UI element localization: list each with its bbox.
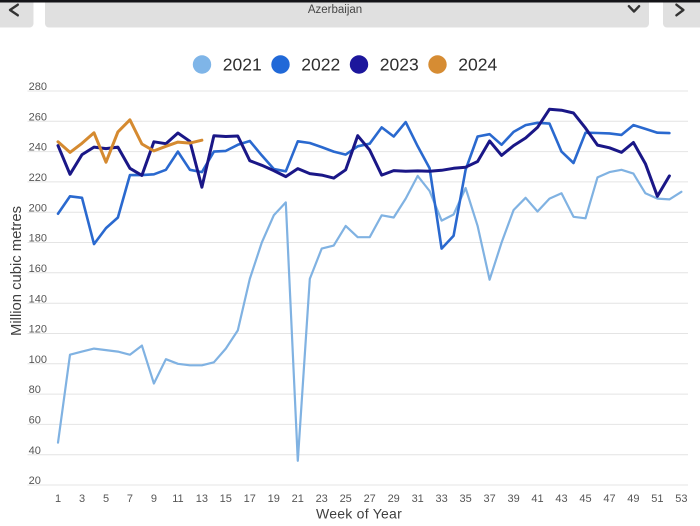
svg-text:27: 27 [364, 493, 376, 505]
svg-text:80: 80 [29, 384, 41, 396]
svg-text:17: 17 [244, 493, 256, 505]
svg-text:39: 39 [507, 493, 519, 505]
svg-text:280: 280 [29, 81, 47, 93]
svg-text:31: 31 [412, 493, 424, 505]
svg-text:43: 43 [555, 493, 567, 505]
svg-text:47: 47 [603, 493, 615, 505]
svg-text:53: 53 [675, 493, 687, 505]
svg-text:260: 260 [29, 111, 47, 123]
svg-text:Week of Year: Week of Year [316, 506, 402, 522]
svg-text:9: 9 [151, 493, 157, 505]
svg-text:33: 33 [435, 493, 447, 505]
svg-text:Million cubic metres: Million cubic metres [9, 206, 25, 336]
svg-text:220: 220 [29, 172, 47, 184]
svg-text:25: 25 [340, 493, 352, 505]
svg-text:140: 140 [29, 293, 47, 305]
svg-text:60: 60 [29, 415, 41, 427]
svg-text:37: 37 [483, 493, 495, 505]
svg-text:3: 3 [79, 493, 85, 505]
svg-text:41: 41 [531, 493, 543, 505]
svg-text:240: 240 [29, 142, 47, 154]
svg-text:7: 7 [127, 493, 133, 505]
svg-text:2021: 2021 [223, 55, 262, 75]
svg-text:49: 49 [627, 493, 639, 505]
svg-text:29: 29 [388, 493, 400, 505]
svg-text:2023: 2023 [380, 55, 419, 75]
svg-text:15: 15 [220, 493, 232, 505]
svg-text:2022: 2022 [301, 55, 340, 75]
svg-text:180: 180 [29, 233, 47, 245]
svg-text:20: 20 [29, 475, 41, 487]
svg-text:Azerbaijan: Azerbaijan [308, 4, 362, 16]
svg-text:19: 19 [268, 493, 280, 505]
svg-text:160: 160 [29, 263, 47, 275]
svg-text:1: 1 [55, 493, 61, 505]
svg-text:51: 51 [651, 493, 663, 505]
svg-text:35: 35 [459, 493, 471, 505]
svg-text:23: 23 [316, 493, 328, 505]
svg-text:2024: 2024 [458, 55, 497, 75]
svg-text:100: 100 [29, 354, 47, 366]
svg-text:11: 11 [172, 493, 183, 505]
svg-text:13: 13 [196, 493, 208, 505]
svg-text:200: 200 [29, 202, 47, 214]
svg-text:40: 40 [29, 445, 41, 457]
svg-text:5: 5 [103, 493, 109, 505]
svg-text:120: 120 [29, 324, 47, 336]
svg-text:21: 21 [292, 493, 304, 505]
svg-text:45: 45 [579, 493, 591, 505]
